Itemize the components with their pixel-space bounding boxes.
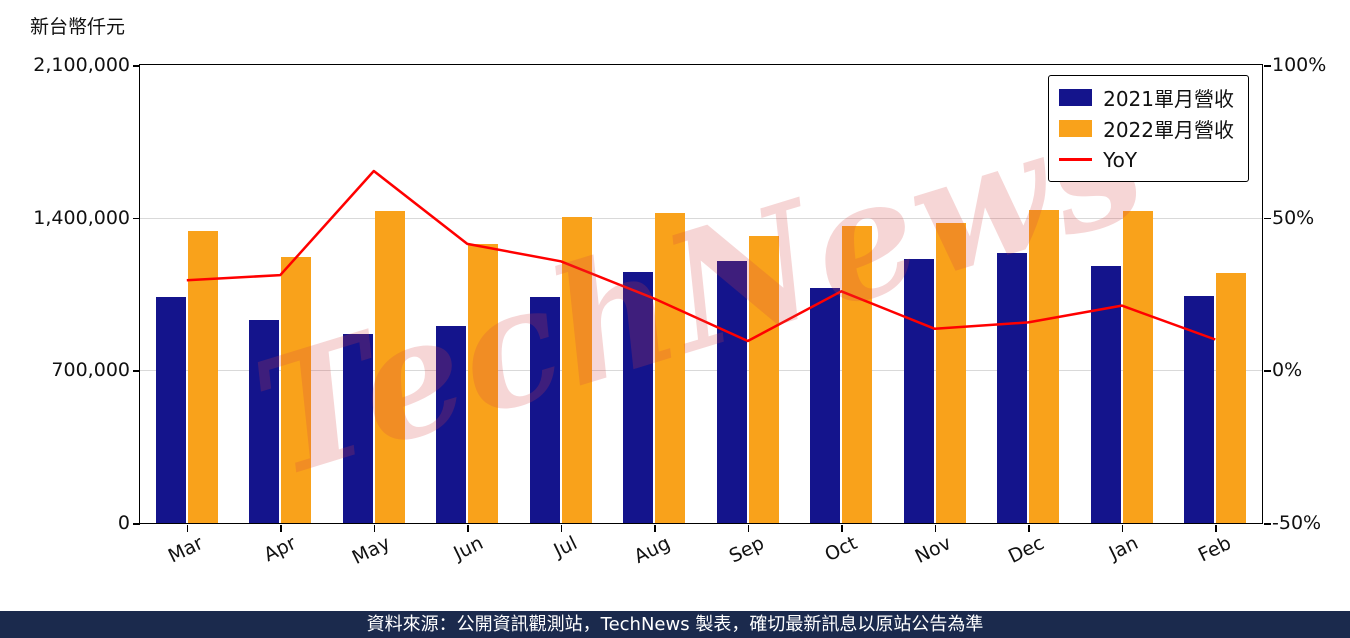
bar-2022 [281, 256, 312, 523]
x-axis-tick-mark [1028, 525, 1030, 532]
x-axis-tick-mark [467, 525, 469, 532]
x-axis-tick-mark [373, 525, 376, 532]
x-axis-tick-label: Sep [725, 532, 768, 568]
y-axis-unit-label: 新台幣仟元 [30, 16, 126, 38]
y-axis-left-tick-mark [133, 217, 140, 220]
bar-2021 [342, 334, 373, 523]
gridline [140, 217, 1262, 219]
bar-2021 [716, 261, 747, 523]
bar-2022 [655, 213, 686, 523]
x-axis-tick-mark [841, 525, 843, 532]
x-axis-tick-mark [747, 525, 750, 532]
legend-swatch-2022 [1059, 120, 1093, 137]
y-axis-left-tick-label: 1,400,000 [33, 206, 130, 229]
bar-2021 [529, 297, 560, 523]
y-axis-left-tick-mark [133, 523, 140, 525]
legend-label-2021: 2021單月營收 [1103, 87, 1234, 111]
y-axis-left-tick-label: 700,000 [51, 359, 130, 382]
y-axis-right-tick-label: -50% [1272, 512, 1322, 534]
x-axis-tick-label: Oct [821, 532, 861, 567]
bar-2021 [997, 252, 1028, 523]
x-axis-tick-mark [1121, 525, 1124, 532]
bar-2021 [436, 325, 467, 523]
legend-item-yoy: YoY [1059, 144, 1234, 175]
x-axis-tick-label: Jul [550, 532, 581, 562]
bar-2021 [623, 272, 654, 523]
bar-2022 [374, 211, 405, 523]
legend-swatch-2021 [1059, 89, 1093, 106]
bar-2022 [935, 223, 966, 523]
yoy-line [186, 169, 1216, 343]
y-axis-left-tick-label: 0 [117, 512, 130, 534]
bar-2022 [842, 226, 873, 523]
y-axis-right-tick-label: 50% [1272, 206, 1315, 229]
bar-2022 [1122, 211, 1153, 523]
x-axis-tick-label: Jan [1105, 532, 1142, 565]
legend-label-2022: 2022單月營收 [1103, 118, 1234, 142]
x-axis-tick-mark [1215, 525, 1217, 532]
x-axis-tick-label: Jun [450, 532, 487, 565]
legend-item-2021: 2021單月營收 [1059, 82, 1234, 113]
y-axis-right-tick-label: 0% [1272, 359, 1303, 382]
legend-swatch-yoy-line [1059, 158, 1093, 161]
x-axis-tick-label: Apr [260, 532, 300, 567]
legend-label-yoy: YoY [1103, 147, 1138, 172]
bar-2021 [249, 320, 280, 523]
bar-2022 [1029, 210, 1060, 523]
x-axis-tick-label: Mar [164, 532, 207, 568]
bar-2021 [903, 259, 934, 523]
y-axis-left-tick-mark [133, 65, 140, 67]
y-axis-left-tick-mark [133, 370, 140, 372]
bar-2022 [468, 243, 499, 523]
y-axis-right-tick-mark [1264, 65, 1271, 67]
plot-area: TechNews 2021單月營收 2022單月營收 YoY [139, 64, 1263, 524]
legend: 2021單月營收 2022單月營收 YoY [1048, 75, 1249, 182]
y-axis-right-tick-mark [1264, 523, 1271, 525]
x-axis-tick-label: Nov [911, 532, 955, 569]
bar-2021 [155, 297, 186, 523]
y-axis-right-tick-mark [1264, 370, 1271, 372]
y-axis-left-tick-label: 2,100,000 [33, 54, 130, 76]
y-axis-right-tick-mark [1264, 217, 1271, 220]
x-axis-tick-mark [654, 525, 656, 532]
bar-2022 [1216, 273, 1247, 523]
x-axis-tick-mark [560, 525, 563, 532]
x-axis-tick-mark [934, 525, 937, 532]
x-axis-tick-mark [186, 525, 189, 532]
gridline [140, 370, 1262, 372]
x-axis-tick-label: May [348, 532, 394, 569]
bar-2022 [748, 236, 779, 523]
source-footer: 資料來源：公開資訊觀測站，TechNews 製表，確切最新訊息以原站公告為準 [0, 611, 1350, 638]
bar-2021 [810, 287, 841, 523]
x-axis-tick-mark [280, 525, 282, 532]
x-axis-tick-label: Dec [1005, 532, 1048, 568]
x-axis-tick-label: Aug [630, 532, 674, 569]
y-axis-right-tick-label: 100% [1272, 54, 1327, 76]
x-axis-tick-label: Feb [1195, 532, 1235, 567]
legend-item-2022: 2022單月營收 [1059, 113, 1234, 144]
